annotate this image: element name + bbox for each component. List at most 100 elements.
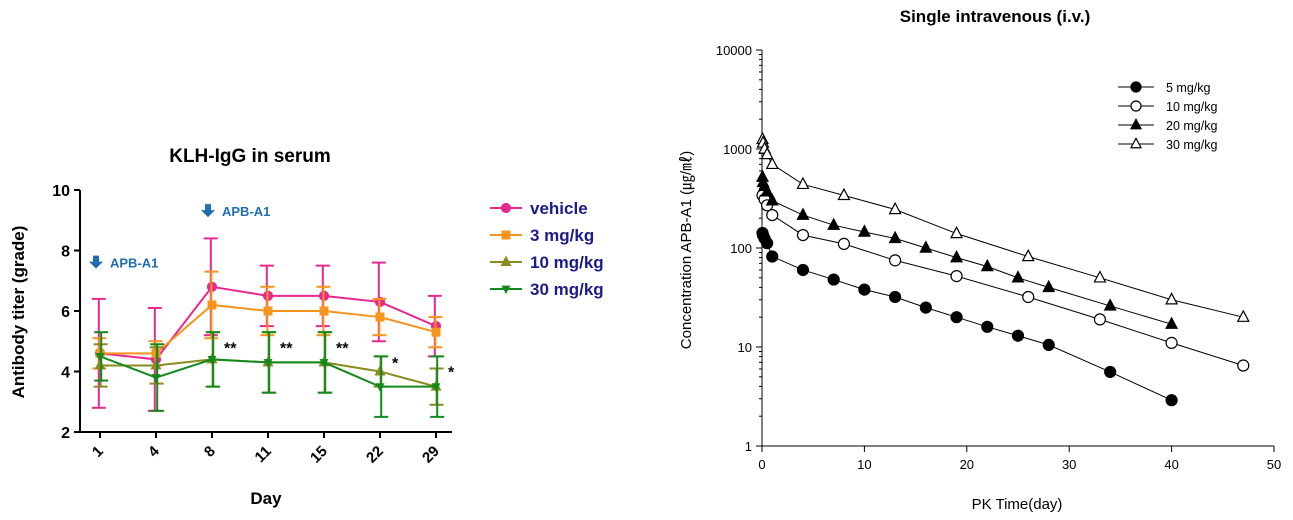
chart2-data-point [1103, 298, 1117, 311]
chart2-data-point [837, 187, 851, 201]
chart1-xlabel: Day [250, 489, 282, 508]
chart1-x-tick-label: 8 [201, 443, 219, 461]
chart1-legend-marker [500, 255, 512, 266]
chart2-data-point [1237, 359, 1250, 372]
chart2-data-point [766, 250, 779, 263]
down-arrow-icon [201, 204, 215, 218]
chart2-data-point [1093, 313, 1107, 326]
chart2-y-tick-label: 1000 [723, 142, 752, 157]
chart2-y-tick-label: 1 [745, 439, 752, 454]
chart2-x-tick-label: 30 [1062, 457, 1076, 472]
chart2-data-point [765, 193, 779, 206]
chart2-legend-marker [1130, 100, 1142, 112]
chart1-title: KLH-IgG in serum [169, 146, 331, 167]
chart2-data-point [766, 208, 779, 222]
chart1-y-tick-label: 10 [52, 183, 70, 200]
chart2-data-point [950, 270, 963, 283]
chart1-x-tick-label: 15 [307, 443, 331, 467]
chart2-data-point [827, 273, 840, 286]
chart2-data-point [765, 156, 779, 170]
klh-igg-chart: KLH-IgG in serum Day Antibody titer (gra… [9, 146, 604, 508]
chart1-legend-marker [500, 202, 512, 214]
chart1-legend-label: 10 mg/kg [530, 253, 604, 272]
chart2-legend-marker [1130, 117, 1142, 130]
chart2-data-point [888, 230, 902, 244]
chart2-x-tick-label: 20 [960, 457, 974, 472]
chart2-data-point [1165, 292, 1179, 305]
chart1-x-tick-label: 22 [363, 443, 387, 467]
chart2-legend-label: 20 mg/kg [1166, 119, 1217, 133]
chart2-data-point [1011, 270, 1025, 283]
chart1-y-tick-label: 4 [61, 365, 70, 382]
chart2-data-point [1022, 290, 1035, 304]
chart1-significance: * [392, 355, 399, 372]
chart2-series-0 [756, 226, 1178, 407]
chart2-legend-marker [1130, 136, 1142, 149]
chart2-xlabel: PK Time(day) [972, 496, 1063, 513]
chart1-data-point [375, 312, 385, 322]
chart2-data-point [858, 283, 871, 296]
chart1-data-point [151, 374, 161, 383]
chart2-data-point [1042, 279, 1056, 293]
chart2-y-tick-label: 100 [730, 241, 752, 256]
chart1-ylabel: Antibody titer (grade) [9, 226, 28, 399]
chart1-data-point [263, 359, 273, 368]
chart2-data-point [950, 225, 964, 239]
chart2-legend-label: 10 mg/kg [1166, 100, 1217, 114]
chart1-legend-label: 3 mg/kg [530, 226, 594, 245]
chart1-annotation: APB-A1 [222, 204, 270, 219]
chart2-data-point [796, 228, 810, 242]
chart1-data-point [375, 383, 385, 392]
chart2-data-point [761, 237, 774, 250]
chart2-data-point [1165, 394, 1178, 407]
chart1-x-tick-label: 29 [419, 443, 443, 467]
chart2-data-point [857, 224, 871, 237]
chart1-legend-label: vehicle [530, 199, 588, 218]
chart2-x-tick-label: 50 [1267, 457, 1281, 472]
chart1-annotation: APB-A1 [110, 256, 158, 271]
chart2-data-point [796, 176, 810, 190]
chart1-significance: ** [280, 340, 293, 357]
chart2-data-point [1042, 338, 1055, 352]
chart1-y-tick-label: 2 [61, 425, 70, 442]
chart2-title: Single intravenous (i.v.) [900, 7, 1091, 26]
chart2-ylabel: Concentration APB-A1 (㎍/㎖) [678, 151, 695, 349]
chart2-data-point [919, 301, 932, 314]
chart1-data-point [263, 306, 273, 316]
chart2-series-3 [756, 131, 1250, 322]
chart2-data-point [1093, 270, 1107, 283]
chart2-data-point [888, 201, 902, 215]
chart1-data-point [207, 300, 217, 310]
chart1-legend-marker [501, 230, 511, 240]
chart2-x-tick-label: 10 [857, 457, 871, 472]
chart1-data-point [374, 365, 386, 376]
chart2-data-point [796, 207, 810, 220]
chart2-data-point [950, 311, 963, 324]
chart2-data-point [1021, 248, 1035, 262]
chart2-data-point [796, 263, 810, 277]
chart1-series-1 [92, 270, 443, 370]
chart2-legend-marker [1130, 81, 1142, 93]
chart2-data-point [1236, 309, 1250, 322]
chart2-legend-label: 30 mg/kg [1166, 138, 1217, 152]
chart2-data-point [981, 320, 994, 333]
chart1-data-point [319, 359, 329, 368]
chart2-data-point [889, 290, 902, 304]
chart2-data-point [1104, 365, 1117, 379]
chart2-data-point [827, 217, 841, 230]
chart1-significance: * [448, 365, 455, 382]
chart1-data-point [150, 358, 162, 370]
chart1-x-tick-label: 1 [89, 443, 107, 461]
chart2-data-point [760, 184, 774, 197]
chart1-data-point [207, 356, 217, 365]
chart2-series-2 [756, 169, 1179, 329]
chart2-data-point [837, 237, 851, 251]
chart2-data-point [1165, 316, 1179, 329]
chart1-data-point [94, 358, 106, 370]
chart2-data-point [1011, 329, 1025, 342]
chart2-legend-label: 5 mg/kg [1166, 81, 1211, 95]
chart1-data-point [431, 327, 441, 337]
chart1-data-point [95, 353, 105, 362]
chart1-x-tick-label: 4 [145, 442, 163, 460]
chart1-y-tick-label: 8 [61, 244, 70, 261]
